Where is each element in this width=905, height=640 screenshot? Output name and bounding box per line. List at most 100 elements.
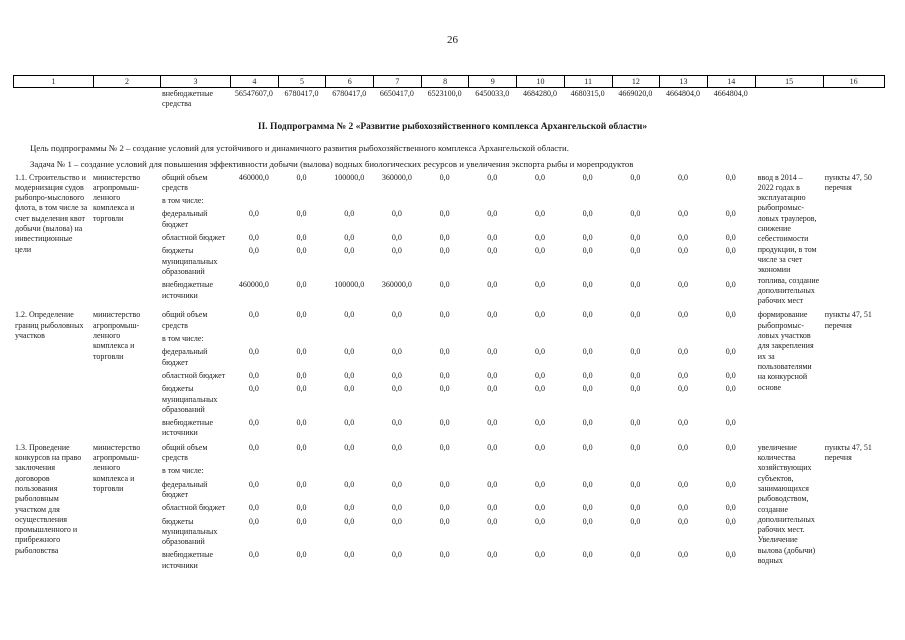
page-number: 26 (447, 34, 458, 46)
value-cell: 0,0 (534, 347, 545, 357)
value-cell: 0,0 (630, 209, 641, 219)
value-cell: 0,0 (678, 479, 689, 489)
budget-table-continuation: 1 2 3 4 5 6 7 8 9 10 11 12 13 14 15 16 в… (13, 75, 885, 110)
value-cell: 0,0 (582, 209, 593, 219)
value-cell: 460000,0 (238, 280, 269, 290)
value-cell: 0,0 (725, 442, 736, 452)
value-cell: 0,0 (296, 280, 307, 290)
budget-line-label: общий объем средств (162, 310, 208, 330)
value-cell: 0,0 (487, 280, 498, 290)
value-cell: 0,0 (678, 370, 689, 380)
value-cell: 0,0 (487, 550, 498, 560)
value-cell: 0,0 (487, 209, 498, 219)
budget-line-label: областной бюджет (162, 233, 226, 243)
value-cell: 0,0 (439, 550, 450, 560)
value-cell: 0,0 (725, 347, 736, 357)
value-cell: 0,0 (344, 310, 355, 320)
budget-line-label: общий объем средств (162, 442, 208, 463)
value-cell: 0,0 (630, 516, 641, 526)
value-cell: 0,0 (487, 503, 498, 513)
column-number-cell: 6 (325, 75, 374, 88)
value-cell: 0,0 (487, 418, 498, 428)
table-row: 1.1. Строительство и модернизация судов … (13, 173, 885, 307)
value-cell: 0,0 (391, 550, 402, 560)
reference-cell: пункты 47, 50 перечня (824, 172, 872, 192)
value-cell: 0,0 (582, 384, 593, 394)
value-cell: 0,0 (630, 418, 641, 428)
value-cell: 4664804,0 (713, 89, 748, 98)
budget-grid: общий объем средств 460000,0 0,0 100000,0 36… (160, 173, 755, 301)
reference-cell: пункты 47, 51 перечня (824, 442, 872, 463)
value-cell: 0,0 (678, 209, 689, 219)
value-cell: 6780417,0 (332, 89, 367, 98)
column-number-cell: 11 (563, 75, 612, 88)
value-cell: 0,0 (582, 347, 593, 357)
value-cell: 0,0 (678, 550, 689, 560)
value-cell: 460000,0 (238, 172, 269, 182)
value-cell: 0,0 (725, 516, 736, 526)
budget-line-label: в том числе: (162, 466, 204, 476)
budget-line-label: внебюджетные источники (162, 418, 213, 438)
value-cell: 0,0 (678, 442, 689, 452)
value-cell: 0,0 (678, 246, 689, 256)
value-cell: 0,0 (582, 310, 593, 320)
value-cell: 0,0 (534, 370, 545, 380)
budget-line-label: областной бюджет (162, 503, 226, 513)
column-number-cell: 10 (516, 75, 564, 88)
value-cell: 0,0 (391, 310, 402, 320)
value-cell: 0,0 (439, 418, 450, 428)
value-cell: 0,0 (630, 233, 641, 243)
value-cell: 0,0 (534, 384, 545, 394)
value-cell: 0,0 (534, 479, 545, 489)
value-cell: 0,0 (296, 347, 307, 357)
value-cell: 0,0 (487, 347, 498, 357)
value-cell: 0,0 (344, 246, 355, 256)
value-cell: 0,0 (391, 479, 402, 489)
value-cell: 0,0 (725, 172, 736, 182)
result-cell: ввод в 2014 – 2022 годах в эксплуатацию … (757, 172, 820, 306)
value-cell: 0,0 (487, 172, 498, 182)
value-cell: 0,0 (391, 246, 402, 256)
value-cell: 0,0 (725, 384, 736, 394)
value-cell: 0,0 (248, 209, 259, 219)
measures-table: 1.1. Строительство и модернизация судов … (13, 173, 885, 571)
value-cell: 4680315,0 (570, 89, 605, 98)
value-cell: 0,0 (725, 233, 736, 243)
value-cell: 0,0 (439, 384, 450, 394)
column-number-cell: 2 (93, 75, 160, 88)
value-cell: 0,0 (582, 233, 593, 243)
value-cell: 360000,0 (381, 280, 412, 290)
budget-grid: общий объем средств 0,0 0,0 0,0 0,0 0,0 0,0 0,0… (160, 310, 755, 438)
column-number-cell: 12 (611, 75, 660, 88)
value-cell: 0,0 (248, 384, 259, 394)
value-cell: 0,0 (630, 310, 641, 320)
table-row: 1.2. Определение границ рыболовных участ… (13, 310, 885, 438)
value-cell: 0,0 (630, 384, 641, 394)
value-cell: 0,0 (582, 370, 593, 380)
value-cell: 0,0 (439, 310, 450, 320)
column-number-cell: 4 (230, 75, 278, 88)
result-cell: формирование рыбопромыс-ловых участков д… (757, 310, 814, 392)
value-cell: 0,0 (439, 209, 450, 219)
value-cell: 0,0 (248, 442, 259, 452)
value-cell: 0,0 (296, 516, 307, 526)
budget-line-label: общий объем средств (162, 172, 208, 192)
value-cell: 0,0 (296, 233, 307, 243)
value-cell: 0,0 (630, 246, 641, 256)
value-cell: 0,0 (630, 370, 641, 380)
value-cell: 0,0 (344, 370, 355, 380)
value-cell: 0,0 (534, 418, 545, 428)
column-number-row: 1 2 3 4 5 6 7 8 9 10 11 12 13 14 15 16 (13, 75, 885, 88)
value-cell: 0,0 (678, 280, 689, 290)
column-number-cell: 5 (277, 75, 326, 88)
value-cell: 0,0 (630, 503, 641, 513)
value-cell: 0,0 (344, 550, 355, 560)
value-cell: 0,0 (391, 516, 402, 526)
value-cell: 6523100,0 (427, 89, 462, 98)
value-cell: 0,0 (678, 172, 689, 182)
value-cell: 0,0 (487, 233, 498, 243)
budget-line-label: в том числе: (162, 334, 204, 344)
value-cell: 0,0 (439, 516, 450, 526)
value-cell: 0,0 (391, 418, 402, 428)
value-cell: 360000,0 (381, 172, 412, 182)
